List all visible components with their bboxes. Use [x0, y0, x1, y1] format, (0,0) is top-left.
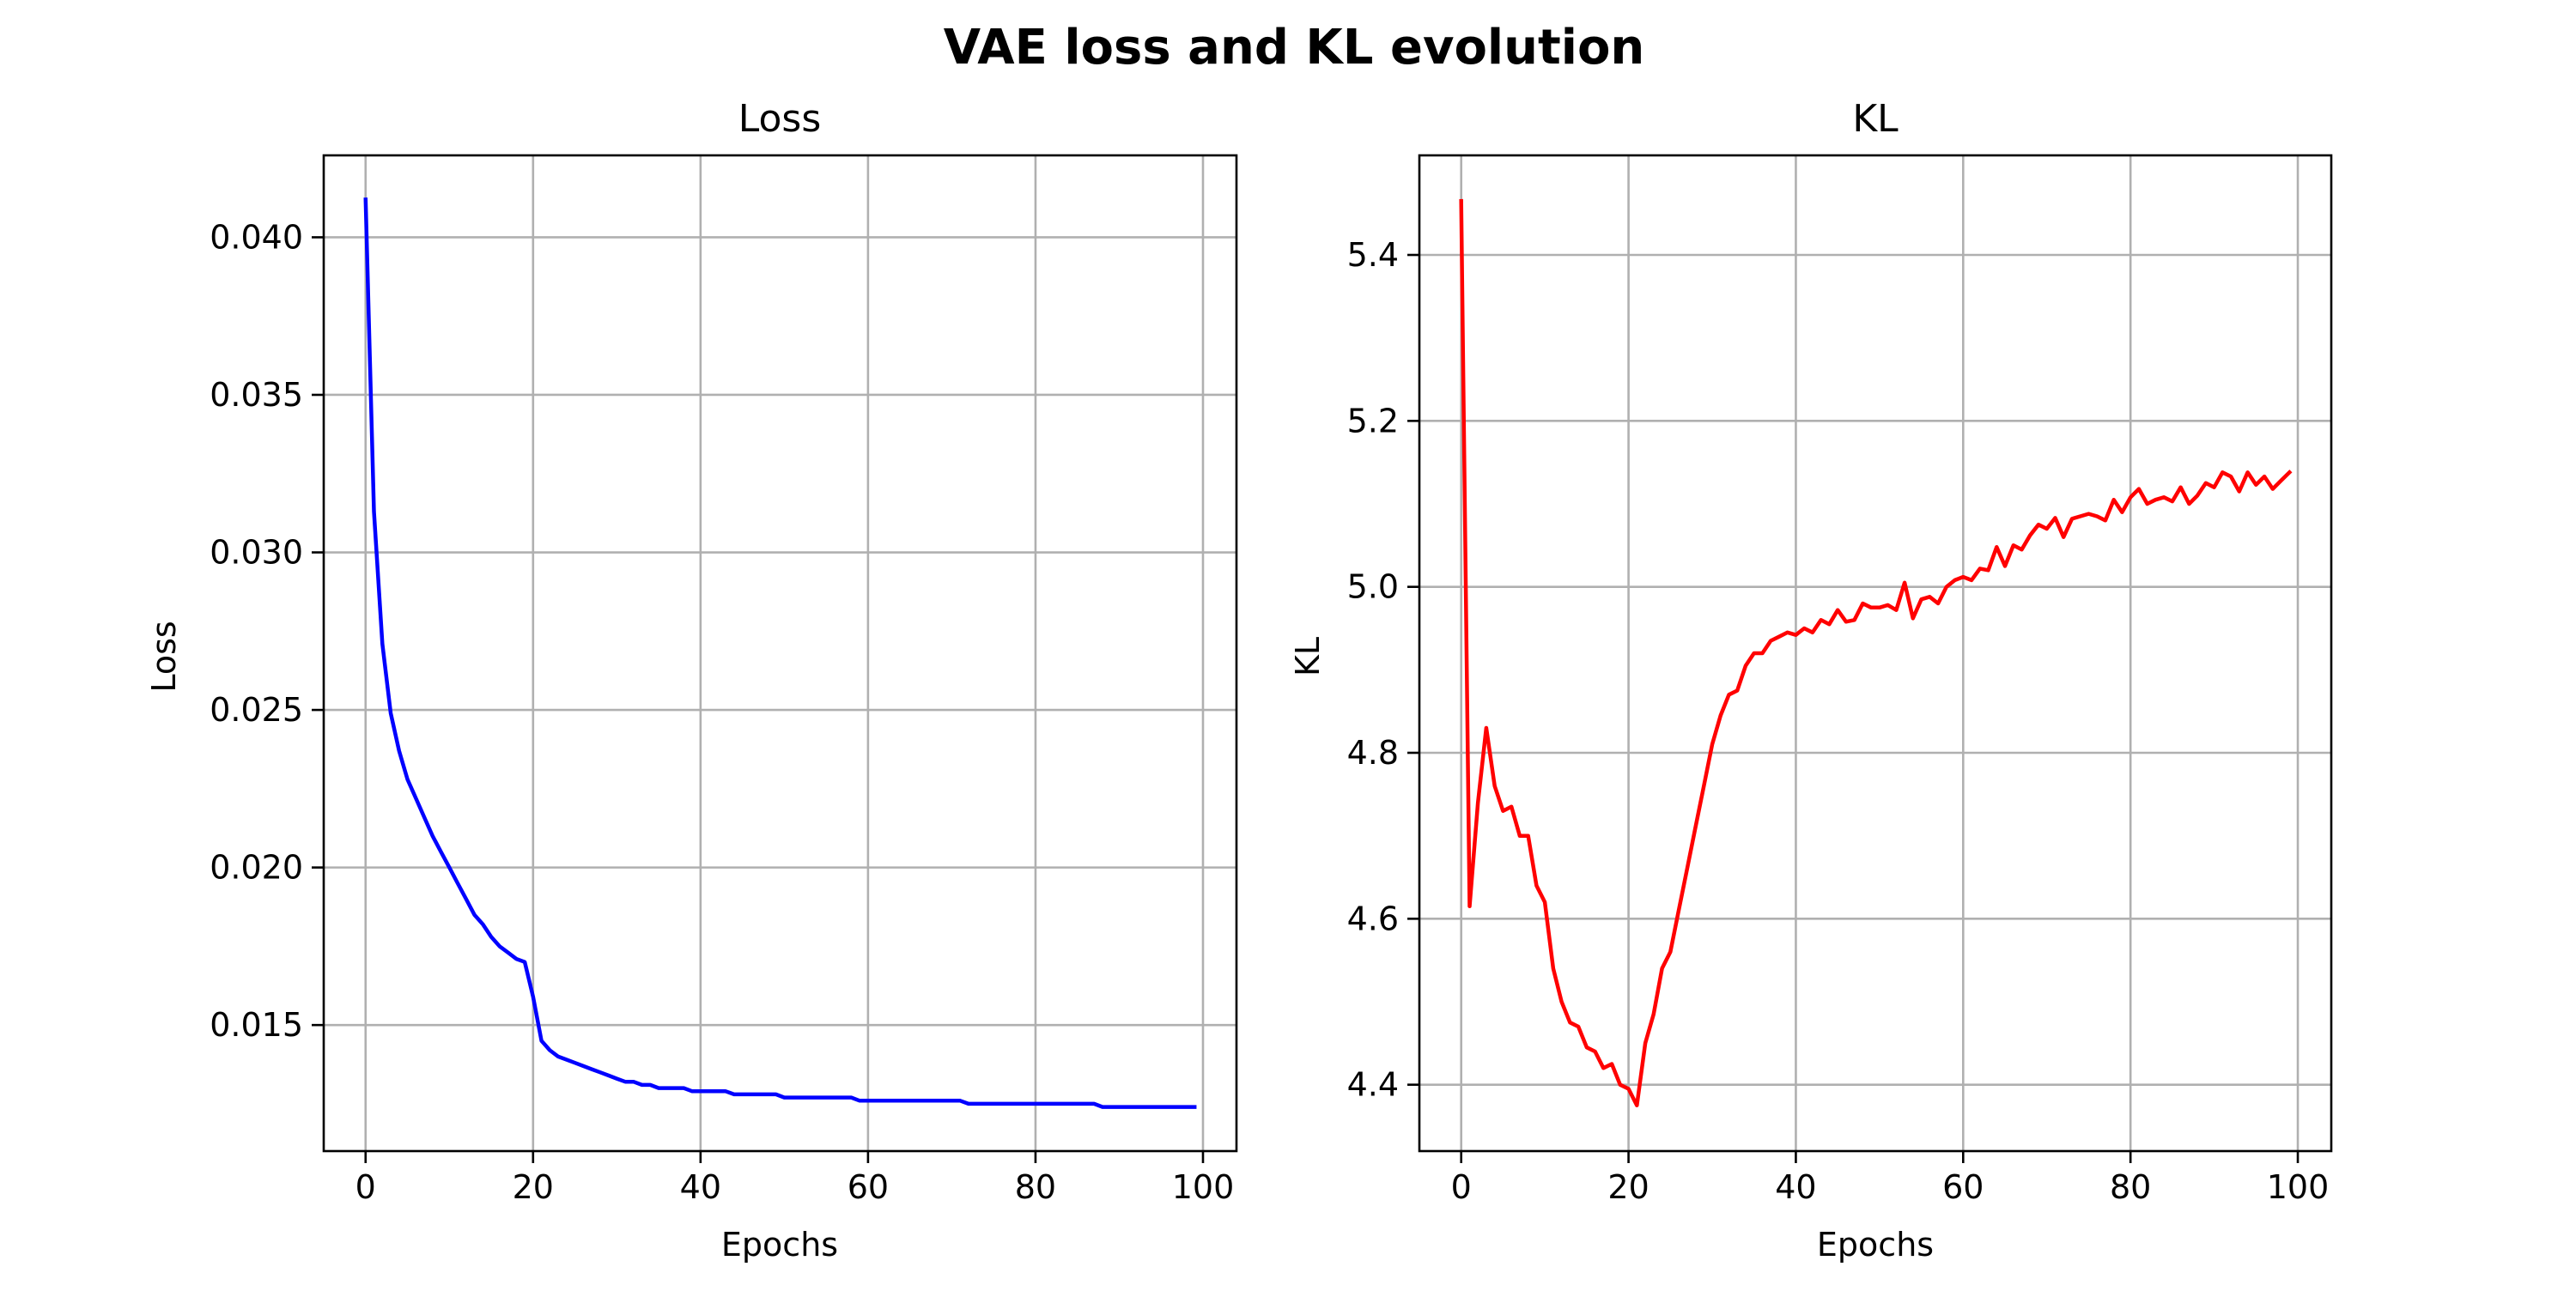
kl-y-tick-label: 4.4	[1347, 1066, 1399, 1104]
kl-x-tick-label: 60	[1942, 1168, 1984, 1206]
kl-panel: KL Epochs KL 0 20 40 60 80 100 4.4 4.6 4.8 5.0 5.2…	[1289, 97, 2333, 1264]
loss-x-tick-label: 40	[680, 1168, 721, 1206]
kl-x-tick-label: 80	[2110, 1168, 2151, 1206]
loss-x-tick-label: 0	[355, 1168, 376, 1206]
loss-x-axis-label: Epochs	[721, 1226, 838, 1264]
figure-suptitle: VAE loss and KL evolution	[944, 20, 1645, 76]
kl-y-tick-label: 5.4	[1347, 236, 1399, 274]
kl-y-tick-label: 5.2	[1347, 402, 1399, 439]
kl-x-axis-label: Epochs	[1817, 1226, 1934, 1264]
loss-axes-frame	[322, 154, 1238, 1153]
kl-x-tick-label: 0	[1451, 1168, 1472, 1206]
loss-y-tick-label: 0.030	[210, 534, 303, 572]
kl-axes-frame	[1418, 154, 2333, 1153]
loss-y-tick-label: 0.040	[210, 218, 303, 256]
kl-panel-title: KL	[1852, 97, 1899, 141]
loss-x-tick-label: 80	[1015, 1168, 1056, 1206]
loss-y-tick-label: 0.025	[210, 691, 303, 729]
loss-y-tick-label: 0.035	[210, 376, 303, 414]
loss-x-tick-label: 60	[848, 1168, 889, 1206]
kl-y-tick-label: 4.8	[1347, 734, 1399, 772]
loss-series-line	[363, 197, 1197, 1109]
loss-panel: Loss Epochs Loss 0 20 40 60 80 100 0.015 0.020 0…	[145, 97, 1238, 1264]
loss-x-tick-label: 100	[1172, 1168, 1235, 1206]
kl-y-tick-label: 4.6	[1347, 900, 1399, 937]
loss-x-tick-label: 20	[513, 1168, 554, 1206]
kl-series-line	[1459, 198, 2293, 1108]
loss-y-tick-label: 0.015	[210, 1006, 303, 1044]
kl-y-tick-label: 5.0	[1347, 568, 1399, 606]
kl-x-tick-label: 100	[2267, 1168, 2330, 1206]
loss-y-tick-label: 0.020	[210, 849, 303, 887]
kl-y-axis-label: KL	[1289, 637, 1327, 676]
kl-x-tick-label: 40	[1775, 1168, 1816, 1206]
kl-x-tick-label: 20	[1607, 1168, 1649, 1206]
loss-panel-title: Loss	[738, 97, 822, 141]
loss-y-axis-label: Loss	[145, 621, 183, 692]
